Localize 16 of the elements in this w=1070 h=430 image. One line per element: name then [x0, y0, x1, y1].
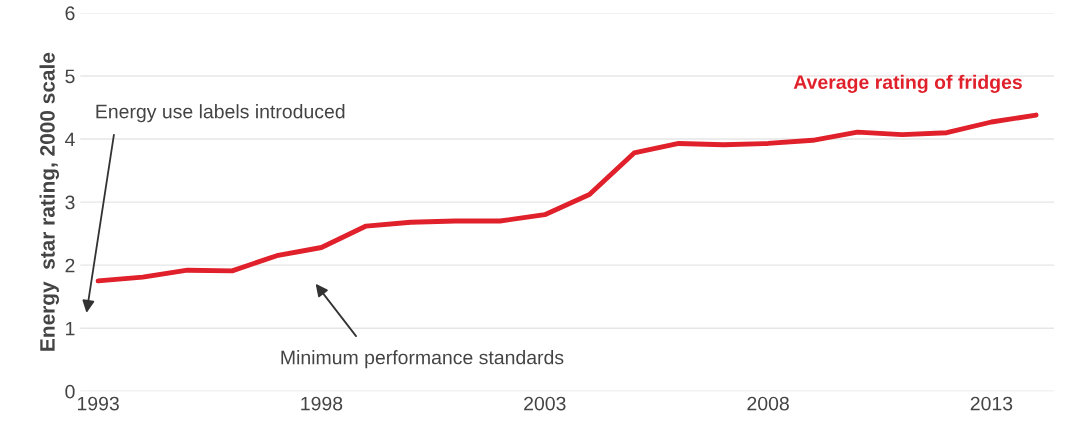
x-tick-label: 2003 — [524, 396, 566, 411]
y-tick-label: 3 — [65, 195, 75, 210]
y-tick-label: 1 — [66, 321, 75, 336]
y-tick-label: 0 — [65, 384, 75, 399]
x-tick-label: 2008 — [747, 396, 789, 411]
y-axis-title: Energy star rating, 2000 scale — [39, 52, 60, 351]
x-tick-label: 1993 — [77, 396, 119, 411]
y-tick-label: 6 — [65, 6, 75, 21]
series-label: Average rating of fridges — [793, 74, 1022, 93]
y-tick-label: 5 — [65, 69, 75, 84]
y-tick-label: 4 — [65, 132, 75, 147]
y-tick-label: 2 — [65, 258, 75, 273]
annotation: Minimum performance standards — [281, 350, 564, 369]
x-tick-label: 2013 — [970, 396, 1013, 411]
x-tick-label: 1998 — [301, 396, 343, 411]
annotation: Energy use labels introduced — [96, 104, 345, 123]
